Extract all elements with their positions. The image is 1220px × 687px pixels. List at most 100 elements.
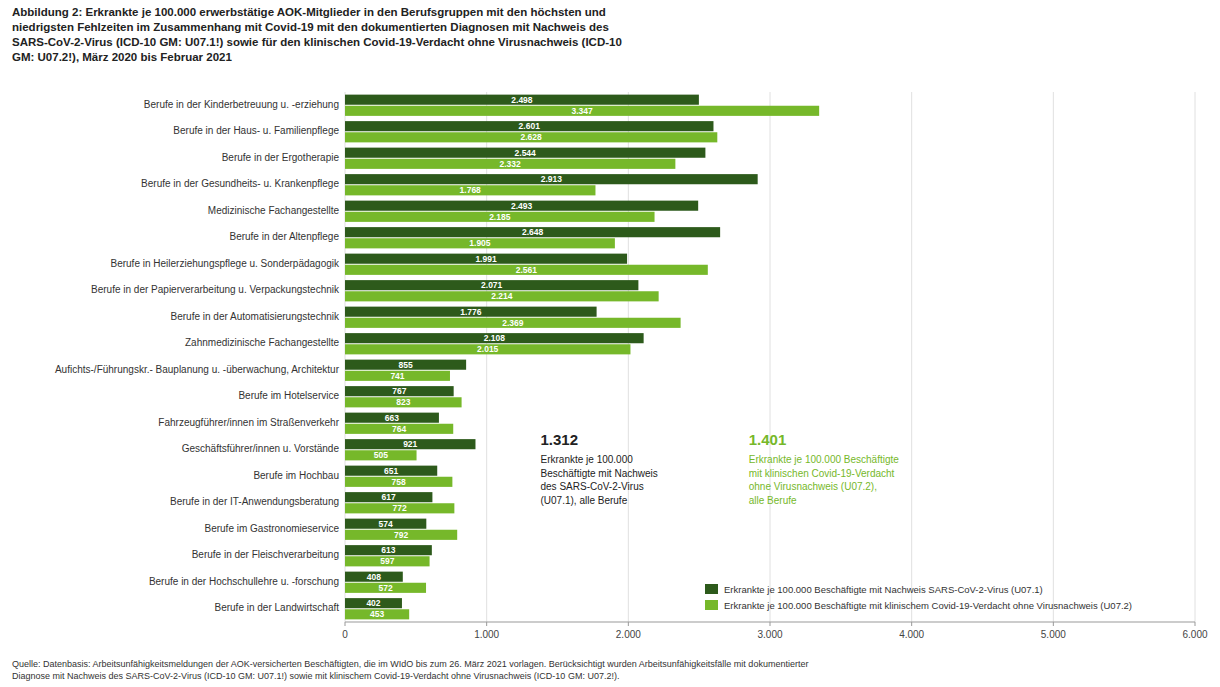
bar [345, 397, 462, 407]
category-label: Berufe in der Altenpflege [229, 231, 339, 242]
grid-line [1053, 92, 1054, 622]
bar [345, 148, 705, 158]
tick-mark [486, 622, 487, 626]
legend-entry: Erkrankte je 100.000 Beschäftigte mit Na… [724, 584, 1043, 595]
data-label: 2.108 [484, 333, 506, 343]
category-label: Berufe in der Automatisierungstechnik [171, 311, 340, 322]
data-label: 663 [385, 413, 399, 423]
data-label: 764 [392, 424, 406, 434]
data-label: 574 [379, 519, 393, 529]
grid-line [1195, 92, 1196, 622]
tick-mark [345, 622, 346, 626]
data-label: 792 [394, 530, 408, 540]
bar [345, 413, 439, 423]
bar [345, 174, 758, 184]
grid-line [628, 92, 629, 622]
bar [345, 503, 454, 513]
bar [345, 466, 437, 476]
category-label: Berufe in Heilerziehungspflege u. Sonder… [111, 258, 340, 269]
data-label: 741 [390, 371, 404, 381]
tick-label: 2.000 [616, 629, 641, 640]
legend-swatch [705, 584, 718, 594]
tick-mark [1195, 622, 1196, 626]
category-label: Berufe in der Hochschullehre u. -forschu… [149, 576, 339, 587]
data-label: 2.214 [491, 291, 513, 301]
bar [345, 318, 681, 328]
data-label: 597 [380, 556, 394, 566]
grid-line [911, 92, 912, 622]
data-label: 2.561 [516, 265, 538, 275]
data-label: 408 [367, 572, 381, 582]
y-axis: Berufe in der Kinderbetreuung u. -erzieh… [55, 99, 340, 614]
category-label: Medizinische Fachangestellte [208, 205, 340, 216]
data-label: 823 [396, 397, 410, 407]
category-label: Berufe in der IT-Anwendungsberatung [170, 496, 339, 507]
tick-label: 6.000 [1182, 629, 1207, 640]
bar [345, 439, 475, 449]
bar [345, 545, 432, 555]
tick-label: 3.000 [757, 629, 782, 640]
bar [345, 95, 699, 105]
data-label: 1.768 [460, 185, 482, 195]
category-label: Fahrzeugführer/innen im Straßenverkehr [158, 417, 339, 428]
bar [345, 212, 655, 222]
bar [345, 386, 454, 396]
bar [345, 572, 403, 582]
bar [345, 159, 675, 169]
bar [345, 360, 466, 370]
data-label: 2.015 [477, 344, 499, 354]
annotation-value: 1.312 [541, 431, 579, 448]
bar [345, 583, 426, 593]
data-label: 617 [382, 492, 396, 502]
category-label: Berufe in der Gesundheits- u. Krankenpfl… [141, 178, 339, 189]
tick-mark [1053, 622, 1054, 626]
bar [345, 238, 615, 248]
bar [345, 477, 452, 487]
tick-mark [911, 622, 912, 626]
axis-line [345, 622, 1195, 623]
category-label: Berufe in der Landwirtschaft [214, 602, 339, 613]
category-label: Berufe im Hochbau [253, 470, 339, 481]
data-label: 758 [392, 477, 406, 487]
data-label: 2.498 [511, 95, 533, 105]
data-label: 767 [392, 386, 406, 396]
data-label: 453 [370, 609, 384, 619]
annotation-text: Erkrankte je 100.000 Beschäftigtemit kli… [749, 454, 900, 506]
bars [345, 95, 819, 620]
data-label: 3.347 [571, 106, 593, 116]
tick-label: 4.000 [899, 629, 924, 640]
data-label: 2.913 [541, 174, 563, 184]
bar [345, 519, 426, 529]
bar [345, 132, 717, 142]
tick-label: 0 [342, 629, 348, 640]
title: Abbildung 2: Erkrankte je 100.000 erwerb… [12, 6, 622, 63]
data-label: 855 [398, 360, 412, 370]
data-label: 2.071 [481, 280, 503, 290]
grid [345, 92, 1195, 622]
bar [345, 280, 638, 290]
data-label: 505 [374, 450, 388, 460]
bar [345, 371, 450, 381]
bar [345, 121, 713, 131]
bar [345, 106, 819, 116]
bar [345, 424, 453, 434]
category-label: Berufe in der Kinderbetreuung u. -erzieh… [144, 99, 339, 110]
data-label: 2.648 [522, 227, 544, 237]
grid-line [486, 92, 487, 622]
data-label: 2.369 [502, 318, 524, 328]
bar [345, 185, 595, 195]
data-label: 1.905 [469, 238, 491, 248]
bar [345, 265, 708, 275]
category-label: Berufe im Hotelservice [238, 390, 339, 401]
category-label: Berufe in der Ergotherapie [222, 152, 340, 163]
bar [345, 598, 402, 608]
data-label: 402 [366, 598, 380, 608]
bar [345, 307, 597, 317]
bar [345, 291, 659, 301]
chart: Abbildung 2: Erkrankte je 100.000 erwerb… [0, 0, 1220, 687]
source: Quelle: Datenbasis: Arbeitsunfähigkeitsm… [12, 659, 808, 681]
category-label: Zahnmedizinische Fachangestellte [185, 337, 339, 348]
bar [345, 492, 432, 502]
data-label: 2.628 [521, 132, 543, 142]
grid-line [770, 92, 771, 622]
